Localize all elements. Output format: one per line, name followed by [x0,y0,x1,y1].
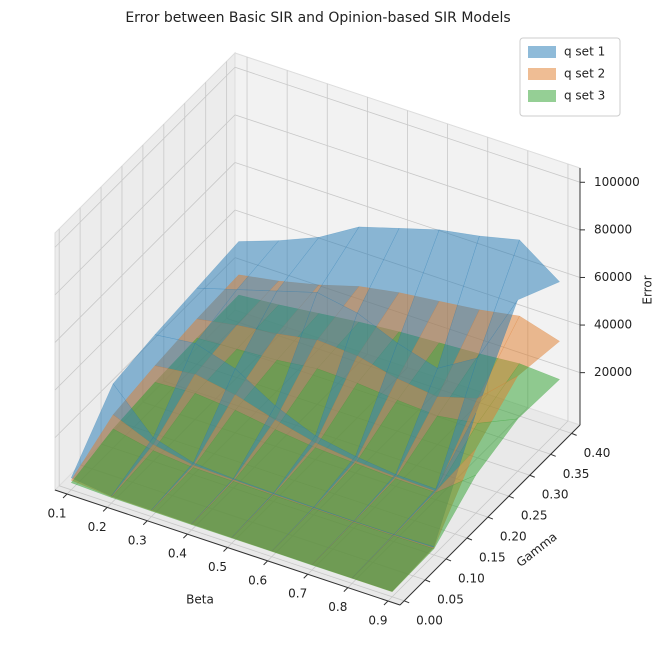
y-tick [424,579,431,583]
x-tick-label: 0.1 [47,507,66,521]
x-tick-label: 0.8 [328,600,347,614]
grid-line [387,420,569,602]
legend-label: q set 1 [564,45,605,59]
grid-line [54,66,236,248]
x-tick [383,600,389,606]
y-tick [550,453,556,457]
grid-line [54,114,236,296]
x-tick-label: 0.9 [368,613,387,627]
x-tick [142,520,148,526]
y-tick-label: 0.15 [479,551,506,565]
x-tick-label: 0.7 [288,587,307,601]
x-tick [223,547,228,552]
axis-line [399,424,581,606]
z-tick-label: 20000 [594,365,632,379]
y-tick [445,558,452,562]
z-tick-label: 60000 [594,270,632,284]
y-tick-label: 0.20 [500,530,527,544]
y-tick-label: 0.40 [584,446,611,460]
z-tick-label: 40000 [594,318,632,332]
y-tick [404,600,410,604]
x-axis-label: Beta [186,593,214,607]
legend-swatch [528,68,556,80]
grid-line [59,485,405,602]
grid-line [234,66,581,183]
x-tick [263,560,268,566]
y-tick-label: 0.10 [458,571,485,585]
grid-line [54,162,236,343]
y-tick [529,474,535,478]
legend-label: q set 2 [564,67,605,81]
legend-swatch [528,46,556,58]
z-tick-label: 100000 [594,175,640,189]
legend-label: q set 3 [564,89,605,103]
legend-swatch [528,90,556,102]
z-axis-label: Error [641,275,655,304]
z-tick-label: 80000 [594,222,632,236]
y-tick-label: 0.30 [542,488,569,502]
grid-line [54,209,236,391]
x-tick [343,587,349,592]
x-tick [183,533,188,539]
x-tick-label: 0.3 [128,533,147,547]
x-tick-label: 0.5 [208,560,227,574]
x-tick [303,573,309,579]
x-tick [62,493,68,499]
x-tick-label: 0.6 [248,573,267,587]
chart-title: Error between Basic SIR and Opinion-base… [125,10,510,26]
y-tick-label: 0.05 [437,592,464,606]
y-tick-label: 0.00 [416,613,443,627]
y-tick-label: 0.25 [521,509,548,523]
x-tick-label: 0.4 [168,547,187,561]
axis-line [54,489,401,606]
y-tick-label: 0.35 [563,467,590,481]
x-tick-label: 0.2 [88,520,107,534]
x-tick [102,507,108,512]
surface-cell [351,535,435,593]
grid-line [234,114,581,231]
y-tick [508,495,515,499]
y-tick [466,537,473,541]
y-tick [571,432,577,436]
y-tick [487,516,494,520]
